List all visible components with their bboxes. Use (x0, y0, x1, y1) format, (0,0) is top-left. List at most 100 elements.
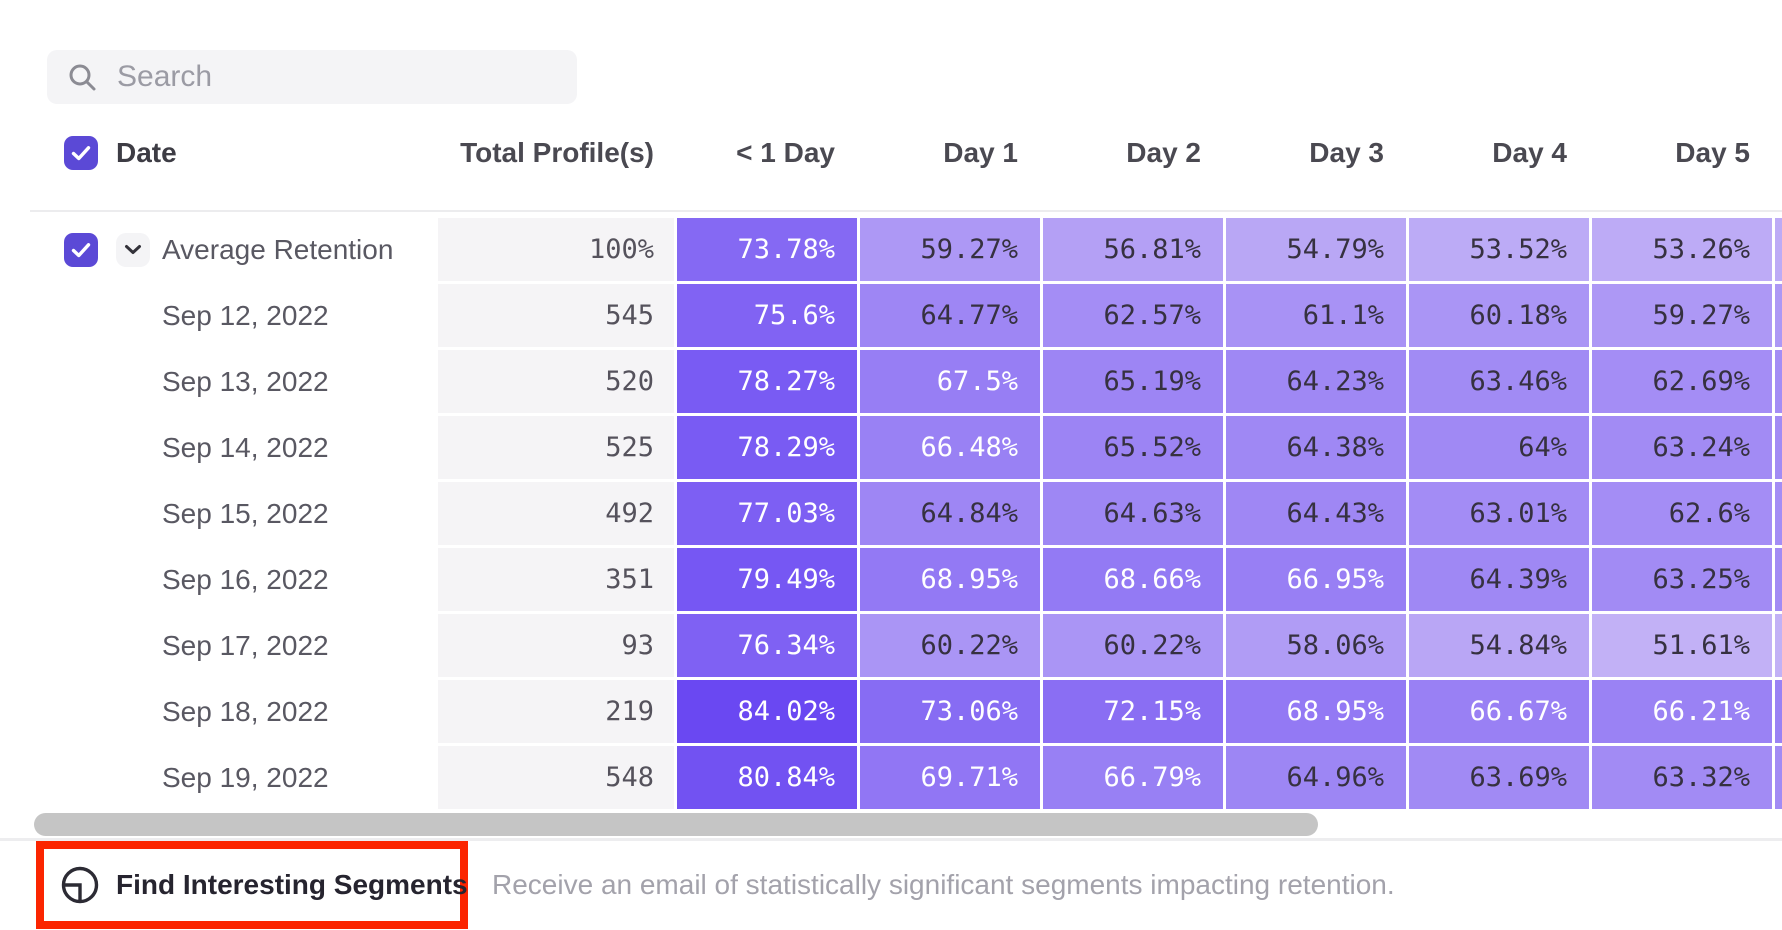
date-column-header: Date (116, 137, 177, 168)
find-interesting-segments-label: Find Interesting Segments (116, 869, 468, 900)
date-header-cell: Date (30, 136, 438, 170)
retention-cell: 67.5% (860, 350, 1040, 413)
retention-cell: 66.79% (1043, 746, 1223, 809)
row-label: Sep 18, 2022 (162, 695, 329, 727)
retention-cell: 59.27% (1592, 284, 1772, 347)
retention-cell: 62.69% (1592, 350, 1772, 413)
row-label-cell: Average Retention (30, 218, 438, 281)
search-input[interactable] (115, 59, 577, 95)
retention-cell: 69.71% (860, 746, 1040, 809)
row-label: Sep 13, 2022 (162, 365, 329, 397)
retention-cell: 60.18% (1409, 284, 1589, 347)
total-profiles-cell: 93 (438, 614, 674, 677)
retention-cell: 62.6% (1592, 482, 1772, 545)
retention-cell: 53.52% (1409, 218, 1589, 281)
check-icon (71, 242, 91, 257)
retention-cell: 73.78% (677, 218, 857, 281)
scrollbar-thumb[interactable] (34, 813, 1318, 836)
table-row: Average Retention 100% 73.78% 59.27% 56.81% 5… (30, 218, 1782, 281)
retention-cell: 77.03% (677, 482, 857, 545)
retention-cell: 75.6% (677, 284, 857, 347)
row-label: Sep 14, 2022 (162, 431, 329, 463)
scrollbar-track[interactable] (0, 838, 1782, 841)
total-profiles-cell: 100% (438, 218, 674, 281)
select-all-checkbox[interactable] (64, 136, 98, 170)
retention-cell: 66.95% (1226, 548, 1406, 611)
retention-cell: 64.96% (1226, 746, 1406, 809)
day-column-header: Day 2 (1126, 137, 1201, 168)
retention-cell: 64.43% (1226, 482, 1406, 545)
footer-description: Receive an email of statistically signif… (492, 869, 1395, 900)
row-label-cell: Sep 18, 2022 (30, 680, 438, 743)
retention-cell: 58.06% (1226, 614, 1406, 677)
row-checkbox[interactable] (64, 232, 98, 267)
retention-cell: 84.02% (677, 680, 857, 743)
table-row: Sep 14, 2022 525 78.29% 66.48% 65.52% 64.38% 6… (30, 416, 1782, 479)
clipped-cell-sliver (1775, 746, 1782, 809)
retention-cell: 68.66% (1043, 548, 1223, 611)
row-label: Sep 19, 2022 (162, 761, 329, 793)
table-body: Average Retention 100% 73.78% 59.27% 56.81% 5… (30, 218, 1782, 812)
day-column-header: < 1 Day (736, 137, 835, 168)
retention-cell: 51.61% (1592, 614, 1772, 677)
row-label: Sep 12, 2022 (162, 299, 329, 331)
table-header: Date Total Profile(s) < 1 Day Day 1 Day 2 D… (30, 125, 1782, 181)
day-column-header: Day 5 (1675, 137, 1750, 168)
table-row: Sep 19, 2022 548 80.84% 69.71% 66.79% 64.96% 6… (30, 746, 1782, 809)
table-row: Sep 13, 2022 520 78.27% 67.5% 65.19% 64.23% 63… (30, 350, 1782, 413)
segment-icon (61, 866, 99, 904)
retention-cell: 66.67% (1409, 680, 1589, 743)
retention-cell: 68.95% (1226, 680, 1406, 743)
day-column-header: Day 1 (943, 137, 1018, 168)
retention-cell: 63.25% (1592, 548, 1772, 611)
clipped-cell-sliver (1775, 680, 1782, 743)
check-icon (71, 146, 91, 161)
table-row: Sep 16, 2022 351 79.49% 68.95% 68.66% 66.95% 6… (30, 548, 1782, 611)
retention-cell: 64.63% (1043, 482, 1223, 545)
clipped-cell-sliver (1775, 284, 1782, 347)
search-bar[interactable] (47, 50, 577, 104)
retention-cell: 66.21% (1592, 680, 1772, 743)
day-column-header: Day 3 (1309, 137, 1384, 168)
table-row: Sep 12, 2022 545 75.6% 64.77% 62.57% 61.1% 60.… (30, 284, 1782, 347)
retention-cell: 79.49% (677, 548, 857, 611)
retention-cell: 53.26% (1592, 218, 1772, 281)
header-divider (30, 210, 1782, 212)
retention-cell: 63.32% (1592, 746, 1772, 809)
total-profiles-cell: 548 (438, 746, 674, 809)
clipped-cell-sliver (1775, 350, 1782, 413)
retention-cell: 66.48% (860, 416, 1040, 479)
retention-cell: 61.1% (1226, 284, 1406, 347)
clipped-cell-sliver (1775, 614, 1782, 677)
clipped-cell-sliver (1775, 548, 1782, 611)
table-row: Sep 18, 2022 219 84.02% 73.06% 72.15% 68.95% 6… (30, 680, 1782, 743)
total-profiles-cell: 520 (438, 350, 674, 413)
expand-row-button[interactable] (116, 232, 150, 267)
day-column-header: Day 4 (1492, 137, 1567, 168)
row-label-cell: Sep 14, 2022 (30, 416, 438, 479)
row-label-cell: Sep 13, 2022 (30, 350, 438, 413)
retention-cell: 80.84% (677, 746, 857, 809)
row-label: Sep 15, 2022 (162, 497, 329, 529)
retention-cell: 65.52% (1043, 416, 1223, 479)
total-profiles-cell: 351 (438, 548, 674, 611)
highlight-box: Find Interesting Segments (36, 841, 468, 929)
clipped-cell-sliver (1775, 482, 1782, 545)
total-profiles-column-header: Total Profile(s) (460, 137, 654, 168)
find-interesting-segments-button[interactable]: Find Interesting Segments (44, 865, 468, 905)
row-label-cell: Sep 19, 2022 (30, 746, 438, 809)
retention-cell: 63.46% (1409, 350, 1589, 413)
total-profiles-cell: 219 (438, 680, 674, 743)
chevron-down-icon (125, 245, 141, 254)
retention-cell: 59.27% (860, 218, 1040, 281)
row-label: Sep 17, 2022 (162, 629, 329, 661)
retention-cell: 60.22% (1043, 614, 1223, 677)
retention-cell: 63.24% (1592, 416, 1772, 479)
retention-cell: 64.77% (860, 284, 1040, 347)
table-row: Sep 15, 2022 492 77.03% 64.84% 64.63% 64.43% 6… (30, 482, 1782, 545)
search-icon (69, 64, 96, 91)
clipped-cell-sliver (1775, 218, 1782, 281)
retention-cell: 65.19% (1043, 350, 1223, 413)
row-label-cell: Sep 12, 2022 (30, 284, 438, 347)
